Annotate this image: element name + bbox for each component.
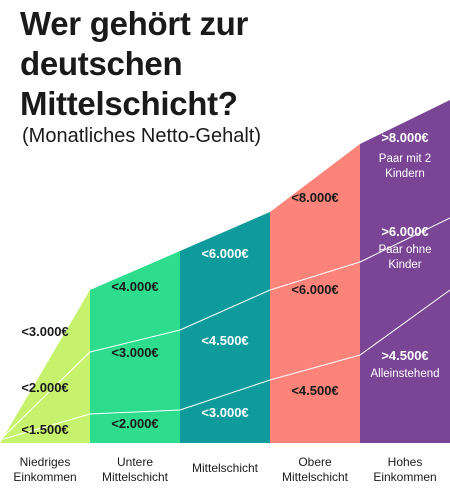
- value-label: <8.000€: [291, 190, 338, 205]
- category-label: Einkommen: [13, 470, 76, 484]
- column-area-3: [180, 212, 270, 443]
- value-label: <3.000€: [111, 345, 158, 360]
- series-note: Kindern: [385, 168, 425, 180]
- title-line: deutschen: [20, 45, 183, 82]
- value-label: <6.000€: [291, 282, 338, 297]
- category-label: Untere: [117, 455, 153, 469]
- column-area-4: [270, 144, 360, 443]
- column-area-5: [360, 100, 450, 443]
- value-label: <2.000€: [21, 380, 68, 395]
- series-note: Kinder: [388, 259, 421, 271]
- category-label: Niedriges: [20, 455, 71, 469]
- value-label: <4.500€: [291, 383, 338, 398]
- value-label: >8.000€: [381, 130, 428, 145]
- divider-line-2: [0, 217, 450, 441]
- value-label: <3.000€: [21, 324, 68, 339]
- page-subtitle: (Monatliches Netto-Gehalt): [22, 125, 261, 147]
- divider-line-1: [0, 289, 450, 441]
- title-line: Wer gehört zur: [20, 5, 249, 42]
- title-line: Mittelschicht?: [20, 85, 238, 122]
- column-area-2: [90, 251, 180, 443]
- series-note: Paar mit 2: [379, 153, 431, 165]
- value-label: <6.000€: [201, 246, 248, 261]
- series-note: Paar ohne: [378, 244, 431, 256]
- value-label: >4.500€: [381, 348, 428, 363]
- category-label: Mittelschicht: [192, 461, 259, 475]
- series-note: Alleinstehend: [370, 368, 439, 380]
- value-label: <1.500€: [21, 422, 68, 437]
- category-label: Obere: [298, 455, 332, 469]
- category-label: Einkommen: [373, 470, 436, 484]
- category-label: Mittelschicht: [282, 470, 349, 484]
- value-label: <4.500€: [201, 333, 248, 348]
- value-label: <4.000€: [111, 279, 158, 294]
- value-label: <3.000€: [201, 405, 248, 420]
- page-title: Wer gehört zur deutschen Mittelschicht?: [20, 4, 248, 124]
- value-label: >6.000€: [381, 224, 428, 239]
- column-area-1: [0, 290, 90, 443]
- category-label: Mittelschicht: [102, 470, 169, 484]
- category-label: Hohes: [388, 455, 423, 469]
- value-label: <2.000€: [111, 416, 158, 431]
